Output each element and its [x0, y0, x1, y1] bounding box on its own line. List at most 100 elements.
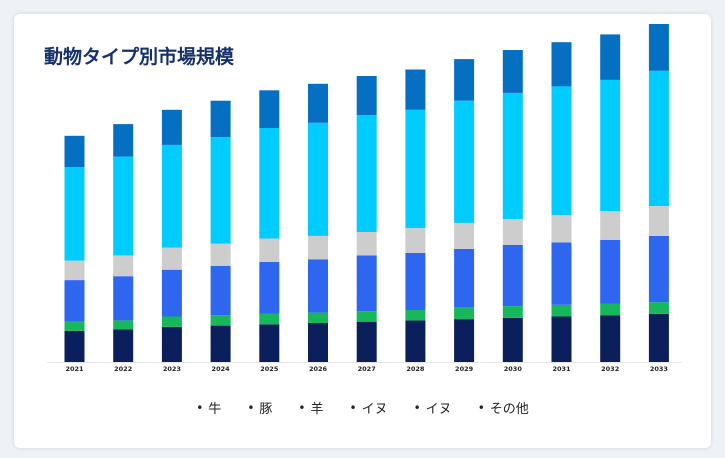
bar-segment-2022-series-1 — [113, 320, 134, 330]
bar-segment-2025-series-1 — [259, 313, 280, 325]
bar-segment-2023-series-4 — [161, 144, 182, 248]
bar-segment-2021-series-0 — [64, 330, 85, 362]
x-tick-label: 2021 — [65, 365, 84, 373]
legend-item: • 牛 — [196, 398, 222, 418]
x-tick-label: 2028 — [406, 365, 425, 373]
bar-segment-2022-series-4 — [113, 156, 134, 256]
bar-segment-2031-series-2 — [551, 242, 572, 305]
bar-segment-2029-series-1 — [454, 307, 475, 320]
x-tick-label: 2030 — [504, 365, 523, 373]
bar-segment-2026-series-4 — [308, 122, 328, 236]
legend-label: 牛 — [208, 402, 222, 417]
bar-segment-2027-series-1 — [356, 311, 377, 322]
x-tick-label: 2031 — [552, 365, 571, 373]
bar-segment-2025-series-3 — [259, 238, 280, 262]
bar-segment-2026-series-1 — [308, 312, 328, 323]
chart-legend: • 牛 • 豚 • 羊 • イヌ • イヌ • その他 — [14, 398, 711, 418]
bar-segment-2030-series-1 — [502, 306, 523, 318]
bar-segment-2032-series-1 — [600, 303, 621, 316]
legend-bullet-icon: • — [413, 400, 421, 415]
legend-label: イヌ — [361, 402, 388, 417]
bar-segment-2025-series-2 — [259, 261, 280, 314]
bar-segment-2033-series-5 — [648, 24, 669, 71]
bar-segment-2021-series-5 — [64, 135, 85, 167]
bar-segment-2023-series-1 — [161, 316, 182, 327]
bar-segment-2029-series-0 — [454, 319, 475, 362]
bar-segment-2031-series-4 — [551, 86, 572, 216]
bar-segment-2029-series-2 — [454, 248, 475, 308]
legend-bullet-icon: • — [196, 400, 204, 415]
chart-title: 動物タイプ別市場規模 — [44, 46, 235, 68]
bar-segment-2028-series-1 — [405, 310, 426, 321]
bar-segment-2022-series-2 — [113, 276, 134, 321]
bar-segment-2033-series-4 — [648, 70, 669, 206]
bar-segment-2027-series-5 — [356, 76, 377, 115]
legend-label: 豚 — [259, 402, 273, 417]
bar-segment-2025-series-5 — [259, 90, 280, 128]
bar-segment-2026-series-2 — [308, 259, 328, 313]
bar-segment-2032-series-0 — [600, 315, 621, 362]
bar-segment-2028-series-4 — [405, 109, 426, 229]
x-tick-label: 2026 — [309, 365, 328, 373]
legend-label: その他 — [489, 402, 529, 417]
bar-segment-2022-series-0 — [113, 329, 134, 362]
bar-segment-2023-series-2 — [161, 269, 182, 317]
bar-segment-2029-series-4 — [454, 100, 475, 223]
bar-segment-2024-series-4 — [210, 137, 231, 244]
bar-segment-2023-series-0 — [161, 326, 182, 362]
bar-segment-2032-series-3 — [600, 211, 621, 240]
bar-segment-2021-series-1 — [64, 321, 85, 331]
bar-segment-2031-series-1 — [551, 304, 572, 317]
bar-segment-2021-series-2 — [64, 280, 85, 322]
legend-item: • 羊 — [298, 398, 324, 418]
bar-segment-2026-series-3 — [308, 235, 328, 260]
bar-segment-2031-series-3 — [551, 215, 572, 243]
bar-segment-2021-series-3 — [64, 260, 85, 281]
bar-segment-2029-series-5 — [454, 59, 475, 101]
bar-segment-2021-series-4 — [64, 167, 85, 261]
bar-segment-2024-series-1 — [210, 315, 231, 326]
chart-card: 動物タイプ別市場規模 2021 2022 2023 2024 2025 2026 2027 2… — [14, 14, 711, 448]
bar-segment-2028-series-5 — [405, 69, 426, 110]
bar-segment-2028-series-0 — [405, 320, 426, 362]
bar-segment-2022-series-5 — [113, 124, 134, 157]
x-tick-label: 2022 — [114, 365, 132, 373]
x-tick-label: 2023 — [163, 365, 181, 373]
bar-segment-2032-series-2 — [600, 239, 621, 304]
x-tick-label: 2033 — [650, 365, 668, 373]
bar-segment-2030-series-5 — [502, 50, 523, 93]
bar-segment-2022-series-3 — [113, 255, 134, 277]
bar-segment-2032-series-5 — [600, 34, 621, 80]
legend-item: • イヌ — [413, 398, 452, 418]
x-tick-label: 2032 — [601, 365, 619, 373]
bar-segment-2026-series-5 — [308, 83, 328, 123]
x-tick-label: 2024 — [212, 365, 231, 373]
bar-segment-2027-series-3 — [356, 232, 377, 256]
legend-bullet-icon: • — [298, 400, 306, 415]
bar-segment-2024-series-0 — [210, 325, 231, 362]
bar-segment-2030-series-4 — [502, 92, 523, 219]
bar-segment-2027-series-4 — [356, 115, 377, 232]
legend-label: イヌ — [425, 402, 452, 417]
bar-segment-2030-series-2 — [502, 245, 523, 307]
legend-bullet-icon: • — [477, 400, 485, 415]
bar-segment-2023-series-5 — [161, 109, 182, 145]
x-tick-label: 2025 — [260, 365, 279, 373]
legend-item: • その他 — [477, 398, 529, 418]
legend-label: 羊 — [310, 402, 324, 417]
legend-bullet-icon: • — [349, 400, 357, 415]
bar-segment-2033-series-0 — [648, 313, 669, 362]
bar-segment-2028-series-2 — [405, 252, 426, 310]
x-tick-label: 2027 — [358, 365, 376, 373]
legend-item: • 豚 — [247, 398, 273, 418]
bar-segment-2031-series-5 — [551, 42, 572, 87]
bar-segment-2024-series-2 — [210, 265, 231, 316]
bar-segment-2024-series-3 — [210, 243, 231, 266]
legend-item: • イヌ — [349, 398, 388, 418]
bar-segment-2027-series-2 — [356, 255, 377, 312]
bar-segment-2027-series-0 — [356, 321, 377, 362]
bar-segment-2032-series-4 — [600, 79, 621, 212]
bar-segment-2028-series-3 — [405, 228, 426, 253]
bar-segment-2026-series-0 — [308, 323, 328, 362]
bar-segment-2029-series-3 — [454, 222, 475, 249]
